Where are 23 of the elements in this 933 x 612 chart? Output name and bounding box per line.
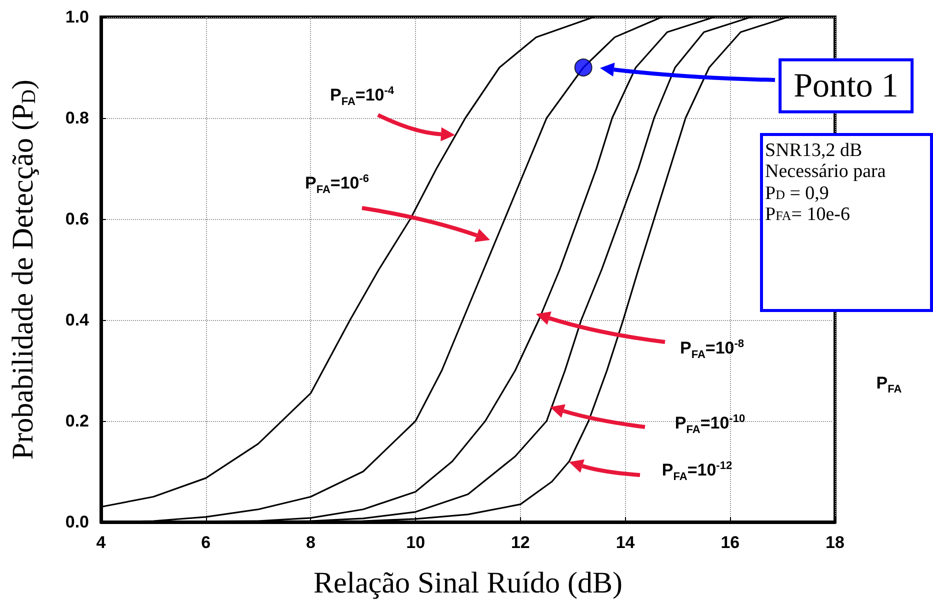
y-tick-label: 1.0 [65,8,89,26]
x-tick-label: 10 [406,533,426,552]
text: P$_{FA}$ [876,373,902,396]
annotation: P$_{FA}$=10$^{-10}$ [674,412,746,436]
x-tick-label: 8 [306,533,316,552]
annotation: P$_{FA}$=10$^{-4}$ [330,84,394,108]
x-axis-title: Relação Sinal Ruído (dB) [313,566,623,600]
annotation: P$_{FA}$=10$^{-6}$ [304,172,370,196]
y-tick-label: 0.4 [65,310,90,330]
annotation: P$_{FA}$=10$^{-8}$ [680,338,744,362]
x-tick-label: 16 [720,533,740,552]
y-axis-title: Probabilidade de Detecção (PD) [6,79,40,460]
y-tick-label: 0.6 [65,210,89,228]
annotation: P$_{FA}$=10$^{-12}$ [662,460,732,484]
x-tick-label: 18 [826,533,844,552]
x-tick-label: 6 [201,533,211,552]
y-tick-label: 0.8 [65,108,89,128]
x-tick-label: 4 [96,533,106,552]
y-tick-label: 0.0 [65,512,89,532]
y-tick-label: 0.2 [65,412,89,430]
x-tick-label: 12 [510,533,530,552]
x-tick-label: 14 [616,533,636,552]
text-box: Ponto 1 [778,58,914,114]
